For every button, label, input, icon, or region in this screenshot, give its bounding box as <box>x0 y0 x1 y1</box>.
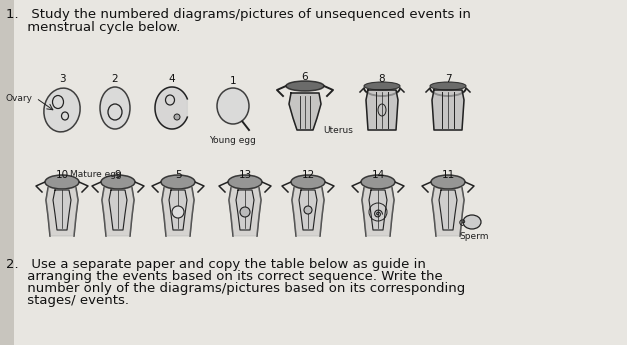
Text: 2: 2 <box>112 74 119 84</box>
Ellipse shape <box>364 82 400 90</box>
Text: 10: 10 <box>55 170 68 180</box>
Text: Sperm: Sperm <box>459 232 489 241</box>
Text: 1: 1 <box>229 76 236 86</box>
Ellipse shape <box>45 175 79 189</box>
Ellipse shape <box>431 175 465 189</box>
Text: menstrual cycle below.: menstrual cycle below. <box>6 21 181 34</box>
Ellipse shape <box>44 88 80 132</box>
Ellipse shape <box>291 175 325 189</box>
Ellipse shape <box>101 175 135 189</box>
Text: 3: 3 <box>59 74 65 84</box>
Text: 9: 9 <box>115 170 121 180</box>
Circle shape <box>240 207 250 217</box>
Text: stages/ events.: stages/ events. <box>6 294 129 307</box>
Text: Ovary: Ovary <box>5 94 32 103</box>
Text: 4: 4 <box>169 74 176 84</box>
Ellipse shape <box>463 215 481 229</box>
Text: Young egg: Young egg <box>209 136 256 145</box>
Polygon shape <box>432 188 464 236</box>
FancyBboxPatch shape <box>0 0 14 345</box>
Text: 6: 6 <box>302 72 308 82</box>
Text: 1.   Study the numbered diagrams/pictures of unsequenced events in: 1. Study the numbered diagrams/pictures … <box>6 8 471 21</box>
Ellipse shape <box>228 175 262 189</box>
Polygon shape <box>432 90 464 130</box>
Text: 7: 7 <box>445 74 451 84</box>
Polygon shape <box>229 188 261 236</box>
Text: 8: 8 <box>379 74 386 84</box>
Ellipse shape <box>430 82 466 90</box>
Text: 12: 12 <box>302 170 315 180</box>
Ellipse shape <box>361 175 395 189</box>
Ellipse shape <box>100 87 130 129</box>
Polygon shape <box>366 90 398 130</box>
Polygon shape <box>46 188 78 236</box>
Polygon shape <box>299 190 317 230</box>
Text: Mature egg: Mature egg <box>70 170 122 179</box>
Circle shape <box>304 206 312 214</box>
Polygon shape <box>236 190 254 230</box>
Text: arranging the events based on its correct sequence. Write the: arranging the events based on its correc… <box>6 270 443 283</box>
Polygon shape <box>53 190 71 230</box>
Text: 2.   Use a separate paper and copy the table below as guide in: 2. Use a separate paper and copy the tab… <box>6 258 426 271</box>
Ellipse shape <box>286 81 324 91</box>
Polygon shape <box>169 190 187 230</box>
Text: Uterus: Uterus <box>323 126 353 135</box>
Text: 14: 14 <box>371 170 384 180</box>
Circle shape <box>174 114 180 120</box>
Ellipse shape <box>217 88 249 124</box>
Circle shape <box>172 206 184 218</box>
Ellipse shape <box>161 175 195 189</box>
Polygon shape <box>439 190 457 230</box>
Polygon shape <box>289 93 321 130</box>
Text: number only of the diagrams/pictures based on its corresponding: number only of the diagrams/pictures bas… <box>6 282 465 295</box>
Polygon shape <box>155 87 187 129</box>
Polygon shape <box>362 188 394 236</box>
Text: 13: 13 <box>238 170 251 180</box>
Polygon shape <box>162 188 194 236</box>
Polygon shape <box>369 190 387 230</box>
Polygon shape <box>292 188 324 236</box>
Polygon shape <box>109 190 127 230</box>
Polygon shape <box>102 188 134 236</box>
Text: 5: 5 <box>175 170 181 180</box>
Text: 11: 11 <box>441 170 455 180</box>
